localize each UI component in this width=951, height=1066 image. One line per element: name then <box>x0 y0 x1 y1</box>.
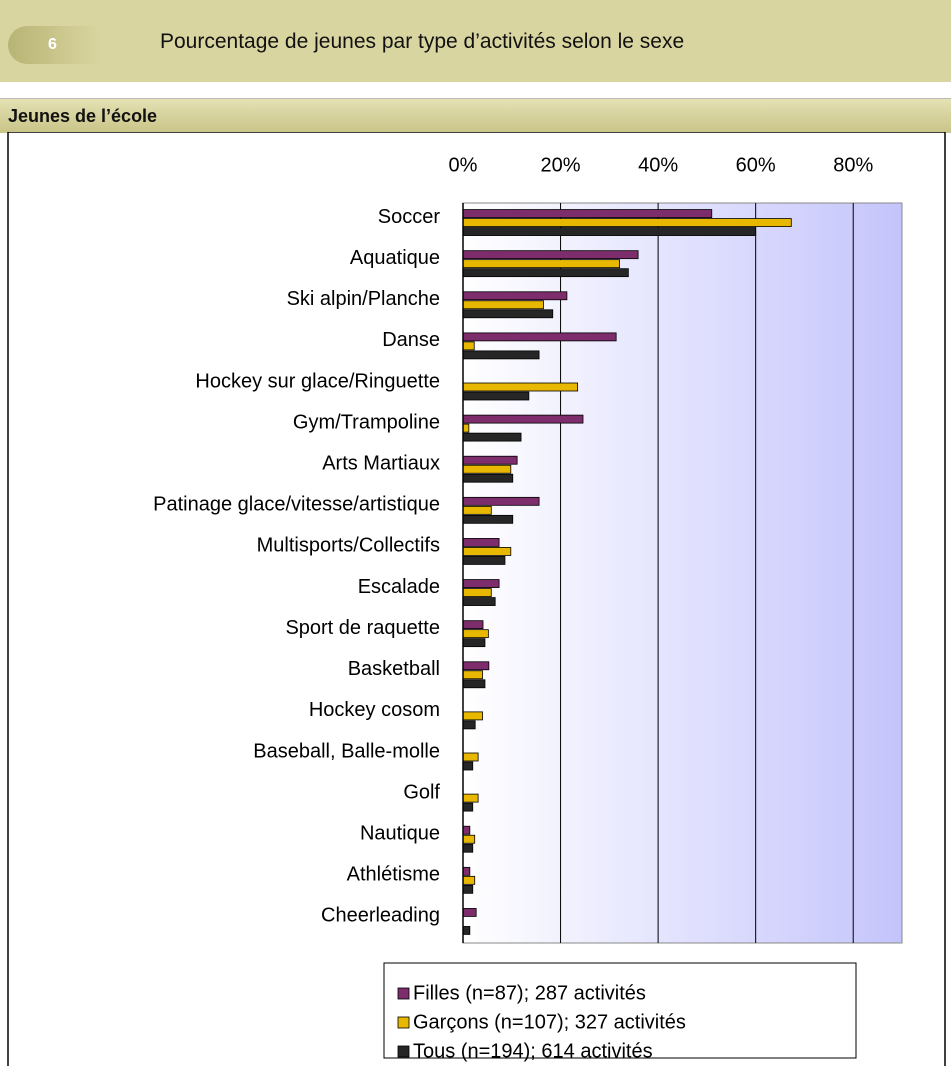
y-tick-label: Escalade <box>358 576 440 598</box>
legend-label: Tous (n=194); 614 activités <box>413 1040 653 1062</box>
y-tick-label: Hockey cosom <box>309 699 440 721</box>
bar <box>462 300 544 310</box>
bar <box>462 209 713 218</box>
badge: 6 <box>8 26 100 64</box>
y-tick-label: Soccer <box>378 206 441 228</box>
chart: 0% 20% 40% 60% 80% Soccer Aquatique Ski alpin/P… <box>7 132 946 1066</box>
section-title: Jeunes de l’école <box>8 106 158 126</box>
bar <box>462 423 470 433</box>
legend-swatch <box>397 1045 410 1058</box>
bar <box>462 843 474 853</box>
y-tick-label: Hockey sur glace/Ringuette <box>195 370 440 392</box>
y-tick-label: Athlétisme <box>347 864 440 886</box>
y-tick-label: Patinage glace/vitesse/artistique <box>153 494 440 516</box>
bar <box>462 473 514 483</box>
y-tick-label: Gym/Trampoline <box>293 411 440 433</box>
bar <box>462 802 474 812</box>
bar <box>462 661 490 671</box>
y-tick-label: Arts Martiaux <box>322 453 440 475</box>
bar <box>462 547 512 556</box>
bar <box>462 875 476 885</box>
y-tick-label: Nautique <box>360 823 440 845</box>
bar <box>462 514 514 524</box>
bar <box>462 268 629 278</box>
legend-label: Garçons (n=107); 327 activités <box>413 1011 686 1033</box>
bar <box>462 638 486 648</box>
plot-area <box>462 202 903 944</box>
y-tick-label: Cheerleading <box>321 905 440 927</box>
bar <box>462 259 620 269</box>
x-tick-label: 40% <box>638 154 678 176</box>
bar <box>462 309 554 319</box>
legend-swatch <box>397 987 410 1000</box>
bar <box>462 670 483 680</box>
bar <box>462 588 492 597</box>
bar <box>462 291 568 301</box>
bar <box>462 825 471 835</box>
bar <box>462 350 540 360</box>
legend-box <box>383 962 857 1059</box>
x-tick-label: 0% <box>449 154 478 176</box>
bar <box>462 679 486 689</box>
bar <box>462 464 512 474</box>
section-band: Jeunes de l’école <box>0 98 951 133</box>
y-tick-label: Multisports/Collectifs <box>257 535 440 557</box>
bar <box>462 556 506 565</box>
bar <box>462 752 479 762</box>
bar <box>462 620 484 630</box>
bar <box>462 391 530 401</box>
y-tick-label: Basketball <box>348 658 440 680</box>
y-tick-label: Danse <box>382 329 440 351</box>
legend-swatch <box>397 1016 410 1029</box>
bar <box>462 908 477 917</box>
y-tick-label: Baseball, Balle-molle <box>253 740 440 762</box>
bar <box>462 250 639 260</box>
bar <box>462 496 540 506</box>
bar <box>462 414 584 424</box>
bar <box>462 505 492 515</box>
header-title: Pourcentage de jeunes par type d’activit… <box>160 30 685 53</box>
bar <box>462 227 757 236</box>
bar <box>462 538 500 547</box>
bar <box>462 926 471 935</box>
x-tick-label: 60% <box>736 154 776 176</box>
bar <box>462 834 476 844</box>
bar <box>462 341 475 351</box>
bar <box>462 629 489 639</box>
bar <box>462 597 496 606</box>
bar <box>462 218 792 227</box>
bar <box>462 332 617 342</box>
bar <box>462 579 500 588</box>
bar <box>462 793 479 803</box>
bar <box>462 720 476 730</box>
bar <box>462 432 522 442</box>
bar <box>462 884 474 894</box>
bar <box>462 866 471 876</box>
y-tick-label: Sport de raquette <box>285 617 440 639</box>
y-tick-label: Aquatique <box>350 247 440 269</box>
bar <box>462 455 518 465</box>
x-tick-label: 20% <box>541 154 581 176</box>
y-tick-label: Ski alpin/Planche <box>287 288 440 310</box>
bar <box>462 382 579 392</box>
bar <box>462 711 483 721</box>
header-band: 6 Pourcentage de jeunes par type d’activ… <box>0 0 951 82</box>
x-tick-label: 80% <box>833 154 873 176</box>
y-tick-label: Golf <box>403 781 440 803</box>
bar <box>462 761 474 771</box>
legend-label: Filles (n=87); 287 activités <box>413 982 646 1004</box>
